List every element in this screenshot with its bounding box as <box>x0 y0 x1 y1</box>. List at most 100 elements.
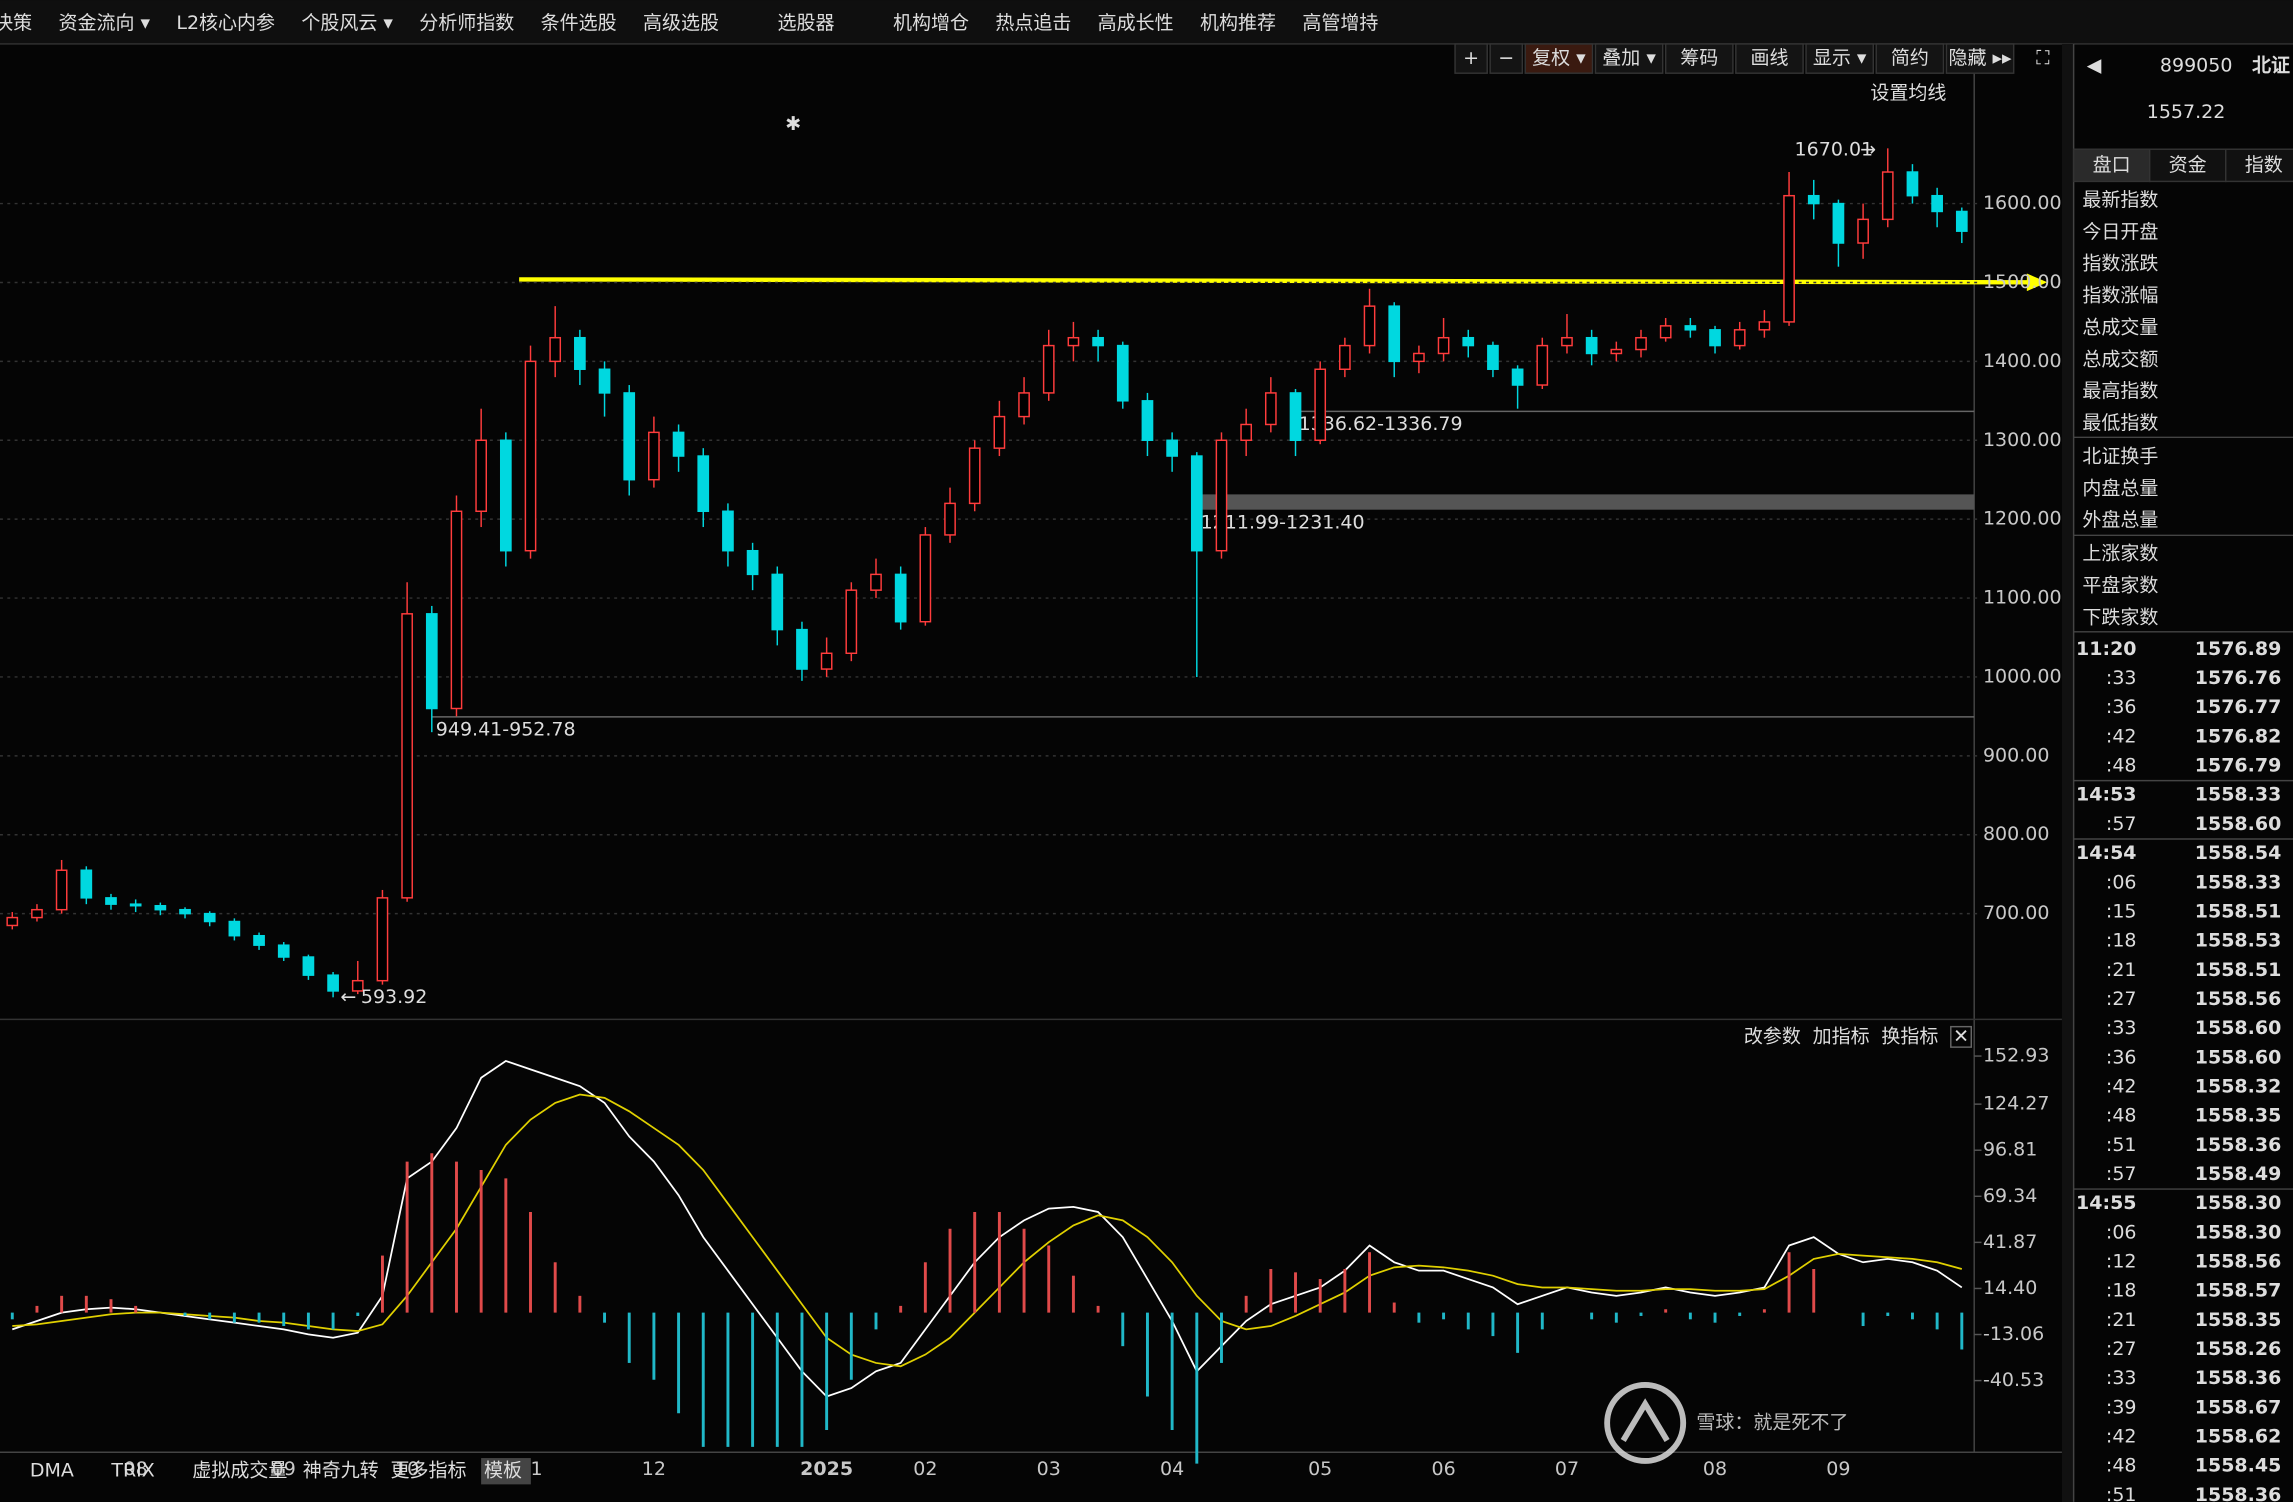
y-tick-label: 1200.00 <box>1983 508 2062 530</box>
candle-body <box>1166 439 1178 457</box>
menu-item[interactable]: 条件选股 <box>541 12 617 34</box>
candle-body <box>1487 344 1499 370</box>
toolbar-button[interactable] <box>1945 43 2015 74</box>
candle-body <box>425 613 438 710</box>
panel-tab[interactable]: 盘口 <box>2093 154 2131 176</box>
bottom-tab[interactable]: 更多指标 <box>390 1460 466 1482</box>
candle-body <box>302 956 315 976</box>
candle-body <box>327 974 339 992</box>
toolbar-button[interactable] <box>1664 43 1734 74</box>
tick-time: :57 <box>2106 813 2137 835</box>
candle-body <box>845 589 858 655</box>
tick-price: 1558.49 <box>2195 1163 2282 1185</box>
back-icon[interactable]: ◀ <box>2087 54 2102 76</box>
splitter <box>2061 43 2074 1502</box>
toolbar-button[interactable] <box>1454 43 1488 74</box>
toolbar-button[interactable] <box>1594 43 1664 74</box>
x-tick-label: 05 <box>1308 1458 1332 1480</box>
candle-body <box>1610 348 1623 355</box>
field-label: 总成交额 <box>2082 348 2158 370</box>
menu-item[interactable]: 机构推荐 <box>1200 12 1276 34</box>
y-tick-label: 800.00 <box>1983 823 2049 845</box>
candle-body <box>253 934 265 946</box>
ma-setting[interactable]: 设置均线 <box>1870 82 1946 104</box>
close-box[interactable] <box>1950 1025 1973 1048</box>
tick-price: 1558.36 <box>2195 1134 2282 1156</box>
bottom-tab[interactable]: TRIX <box>110 1460 154 1482</box>
menu-item[interactable]: 个股风云 ▾ <box>301 12 393 34</box>
fullscreen-icon[interactable]: ⛶ <box>2035 47 2050 69</box>
candle-body <box>1314 368 1327 441</box>
menu-item[interactable]: 选股器 <box>777 12 834 34</box>
toolbar-label[interactable]: − <box>1498 47 1514 69</box>
bottom-tab[interactable]: DMA <box>30 1460 74 1482</box>
toolbar-label[interactable]: 复权 ▾ <box>1532 47 1586 69</box>
candle-body <box>154 905 167 911</box>
candle-body <box>376 897 389 982</box>
tick-price: 1576.89 <box>2195 638 2282 660</box>
tick-price: 1576.82 <box>2195 725 2282 747</box>
candle-body <box>1931 194 1943 213</box>
menu-item[interactable]: 高成长性 <box>1098 12 1174 34</box>
close-icon[interactable]: ✕ <box>1953 1025 1969 1047</box>
candle-body <box>574 336 586 370</box>
panel-tab[interactable]: 资金 <box>2169 154 2207 176</box>
tick-price: 1558.53 <box>2195 930 2282 952</box>
toolbar-button[interactable] <box>1875 43 1945 74</box>
tab-active-bg <box>481 1458 531 1485</box>
toolbar-label[interactable]: 画线 <box>1750 47 1788 69</box>
toolbar-label[interactable]: 隐藏 ▸▸ <box>1948 47 2012 69</box>
toolbar-label[interactable]: 显示 ▾ <box>1813 47 1867 69</box>
candle-body <box>1092 336 1104 347</box>
menu-item[interactable]: 热点追击 <box>995 12 1071 34</box>
bottom-tab[interactable]: 虚拟成交量 <box>192 1460 287 1482</box>
panel-tab[interactable]: 指数 <box>2245 154 2283 176</box>
menu-item[interactable]: 机构增仓 <box>893 12 969 34</box>
indicator-button[interactable]: 换指标 <box>1881 1025 1938 1047</box>
toolbar-label[interactable]: 叠加 ▾ <box>1602 47 1656 69</box>
menu-item[interactable]: 高级选股 <box>643 12 719 34</box>
menu-item[interactable]: 资金流向 ▾ <box>58 12 150 34</box>
zone-label: 949.41-952.78 <box>436 719 576 741</box>
menu-item[interactable]: 决策 <box>0 12 32 34</box>
zone-label: 1211.99-1231.40 <box>1201 511 1365 533</box>
y-tick-label: 1600.00 <box>1983 192 2062 214</box>
toolbar-label[interactable]: 简约 <box>1891 47 1929 69</box>
bottom-tab[interactable]: 模板 <box>484 1460 522 1482</box>
toolbar-label[interactable]: + <box>1463 47 1479 69</box>
candle-body <box>450 510 463 710</box>
menu-item[interactable]: 高管增持 <box>1302 12 1378 34</box>
toolbar-button[interactable] <box>1805 43 1875 74</box>
toolbar-button[interactable] <box>1489 43 1524 74</box>
indicator-button[interactable]: 加指标 <box>1813 1025 1870 1047</box>
menu-item[interactable]: L2核心内参 <box>176 12 275 34</box>
candle-body <box>499 439 512 552</box>
icon: ✱ <box>785 113 801 135</box>
panel-tab-bg[interactable] <box>2224 148 2293 183</box>
tick-time: :33 <box>2106 1367 2137 1389</box>
toolbar-button[interactable] <box>1735 43 1804 74</box>
tick-time: :48 <box>2106 755 2137 777</box>
candle-body <box>1018 392 1030 418</box>
tick-time: :51 <box>2106 1484 2137 1502</box>
tick-price: 1558.33 <box>2195 784 2282 806</box>
tick-price: 1558.36 <box>2195 1484 2282 1502</box>
indicator-button[interactable]: 改参数 <box>1744 1025 1801 1047</box>
tick-time: :12 <box>2106 1251 2137 1273</box>
candle-body <box>648 431 660 481</box>
tick-price: 1558.54 <box>2195 842 2282 864</box>
bottom-tab[interactable]: 神奇九转 <box>303 1460 379 1482</box>
candle-body <box>919 534 932 623</box>
candle-body <box>475 439 488 512</box>
toolbar-button[interactable] <box>1524 43 1594 74</box>
candle-body <box>1141 400 1154 441</box>
field-label: 最高指数 <box>2082 380 2158 402</box>
tick-time: :42 <box>2106 725 2137 747</box>
y-tick-label: -13.06 <box>1983 1323 2044 1345</box>
toolbar-label[interactable]: 筹码 <box>1680 47 1718 69</box>
candle-body <box>870 573 882 591</box>
menu-item[interactable]: 分析师指数 <box>419 12 514 34</box>
panel-tab-bg[interactable] <box>2072 148 2151 183</box>
candle-body <box>31 908 43 919</box>
tick-price: 1558.57 <box>2195 1280 2282 1302</box>
